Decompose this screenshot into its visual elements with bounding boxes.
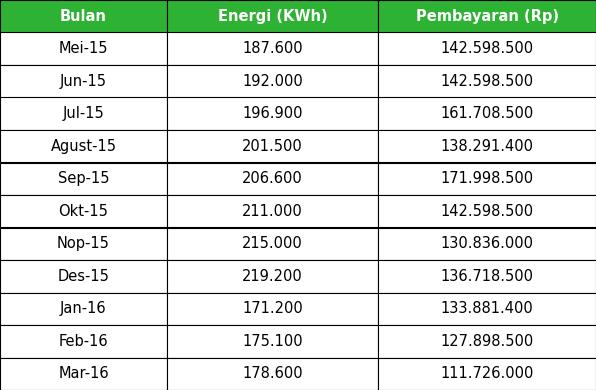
- Text: 171.200: 171.200: [243, 301, 303, 316]
- Bar: [378, 65, 596, 98]
- Text: 127.898.500: 127.898.500: [440, 334, 534, 349]
- Bar: [167, 163, 378, 195]
- Bar: [0, 163, 167, 195]
- Text: 171.998.500: 171.998.500: [440, 171, 534, 186]
- Text: Des-15: Des-15: [57, 269, 110, 284]
- Text: Sep-15: Sep-15: [58, 171, 109, 186]
- Text: Jan-16: Jan-16: [60, 301, 107, 316]
- Bar: [378, 98, 596, 130]
- Text: Mei-15: Mei-15: [58, 41, 108, 56]
- Text: 133.881.400: 133.881.400: [441, 301, 533, 316]
- Text: 175.100: 175.100: [243, 334, 303, 349]
- Bar: [167, 260, 378, 292]
- Text: 142.598.500: 142.598.500: [440, 41, 534, 56]
- Text: 211.000: 211.000: [243, 204, 303, 219]
- Bar: [378, 260, 596, 292]
- Text: 201.500: 201.500: [243, 139, 303, 154]
- Text: 161.708.500: 161.708.500: [440, 106, 534, 121]
- Bar: [167, 227, 378, 260]
- Text: 142.598.500: 142.598.500: [440, 204, 534, 219]
- Text: Energi (KWh): Energi (KWh): [218, 9, 327, 24]
- Text: 187.600: 187.600: [243, 41, 303, 56]
- Bar: [0, 130, 167, 163]
- Text: Jun-15: Jun-15: [60, 74, 107, 89]
- Bar: [0, 292, 167, 325]
- Text: Jul-15: Jul-15: [63, 106, 104, 121]
- Bar: [0, 32, 167, 65]
- Bar: [0, 227, 167, 260]
- Bar: [167, 98, 378, 130]
- Text: Bulan: Bulan: [60, 9, 107, 24]
- Text: Okt-15: Okt-15: [58, 204, 108, 219]
- Bar: [167, 358, 378, 390]
- Bar: [378, 195, 596, 227]
- Bar: [0, 358, 167, 390]
- Text: Pembayaran (Rp): Pembayaran (Rp): [416, 9, 558, 24]
- Bar: [167, 130, 378, 163]
- Bar: [167, 195, 378, 227]
- Bar: [378, 325, 596, 358]
- Text: 219.200: 219.200: [243, 269, 303, 284]
- Bar: [378, 130, 596, 163]
- Text: 215.000: 215.000: [243, 236, 303, 251]
- Text: Feb-16: Feb-16: [58, 334, 108, 349]
- Bar: [0, 98, 167, 130]
- Text: Mar-16: Mar-16: [58, 366, 108, 381]
- Bar: [0, 260, 167, 292]
- Text: 142.598.500: 142.598.500: [440, 74, 534, 89]
- Text: 192.000: 192.000: [243, 74, 303, 89]
- Bar: [167, 65, 378, 98]
- Bar: [167, 0, 378, 32]
- Bar: [378, 227, 596, 260]
- Bar: [167, 32, 378, 65]
- Bar: [0, 65, 167, 98]
- Text: Nop-15: Nop-15: [57, 236, 110, 251]
- Bar: [378, 0, 596, 32]
- Text: Agust-15: Agust-15: [51, 139, 116, 154]
- Text: 130.836.000: 130.836.000: [440, 236, 534, 251]
- Bar: [378, 358, 596, 390]
- Bar: [378, 292, 596, 325]
- Bar: [0, 195, 167, 227]
- Bar: [0, 0, 167, 32]
- Text: 138.291.400: 138.291.400: [440, 139, 534, 154]
- Bar: [378, 163, 596, 195]
- Bar: [0, 325, 167, 358]
- Bar: [167, 325, 378, 358]
- Text: 136.718.500: 136.718.500: [440, 269, 534, 284]
- Text: 111.726.000: 111.726.000: [440, 366, 534, 381]
- Text: 178.600: 178.600: [243, 366, 303, 381]
- Text: 196.900: 196.900: [243, 106, 303, 121]
- Bar: [167, 292, 378, 325]
- Bar: [378, 32, 596, 65]
- Text: 206.600: 206.600: [243, 171, 303, 186]
